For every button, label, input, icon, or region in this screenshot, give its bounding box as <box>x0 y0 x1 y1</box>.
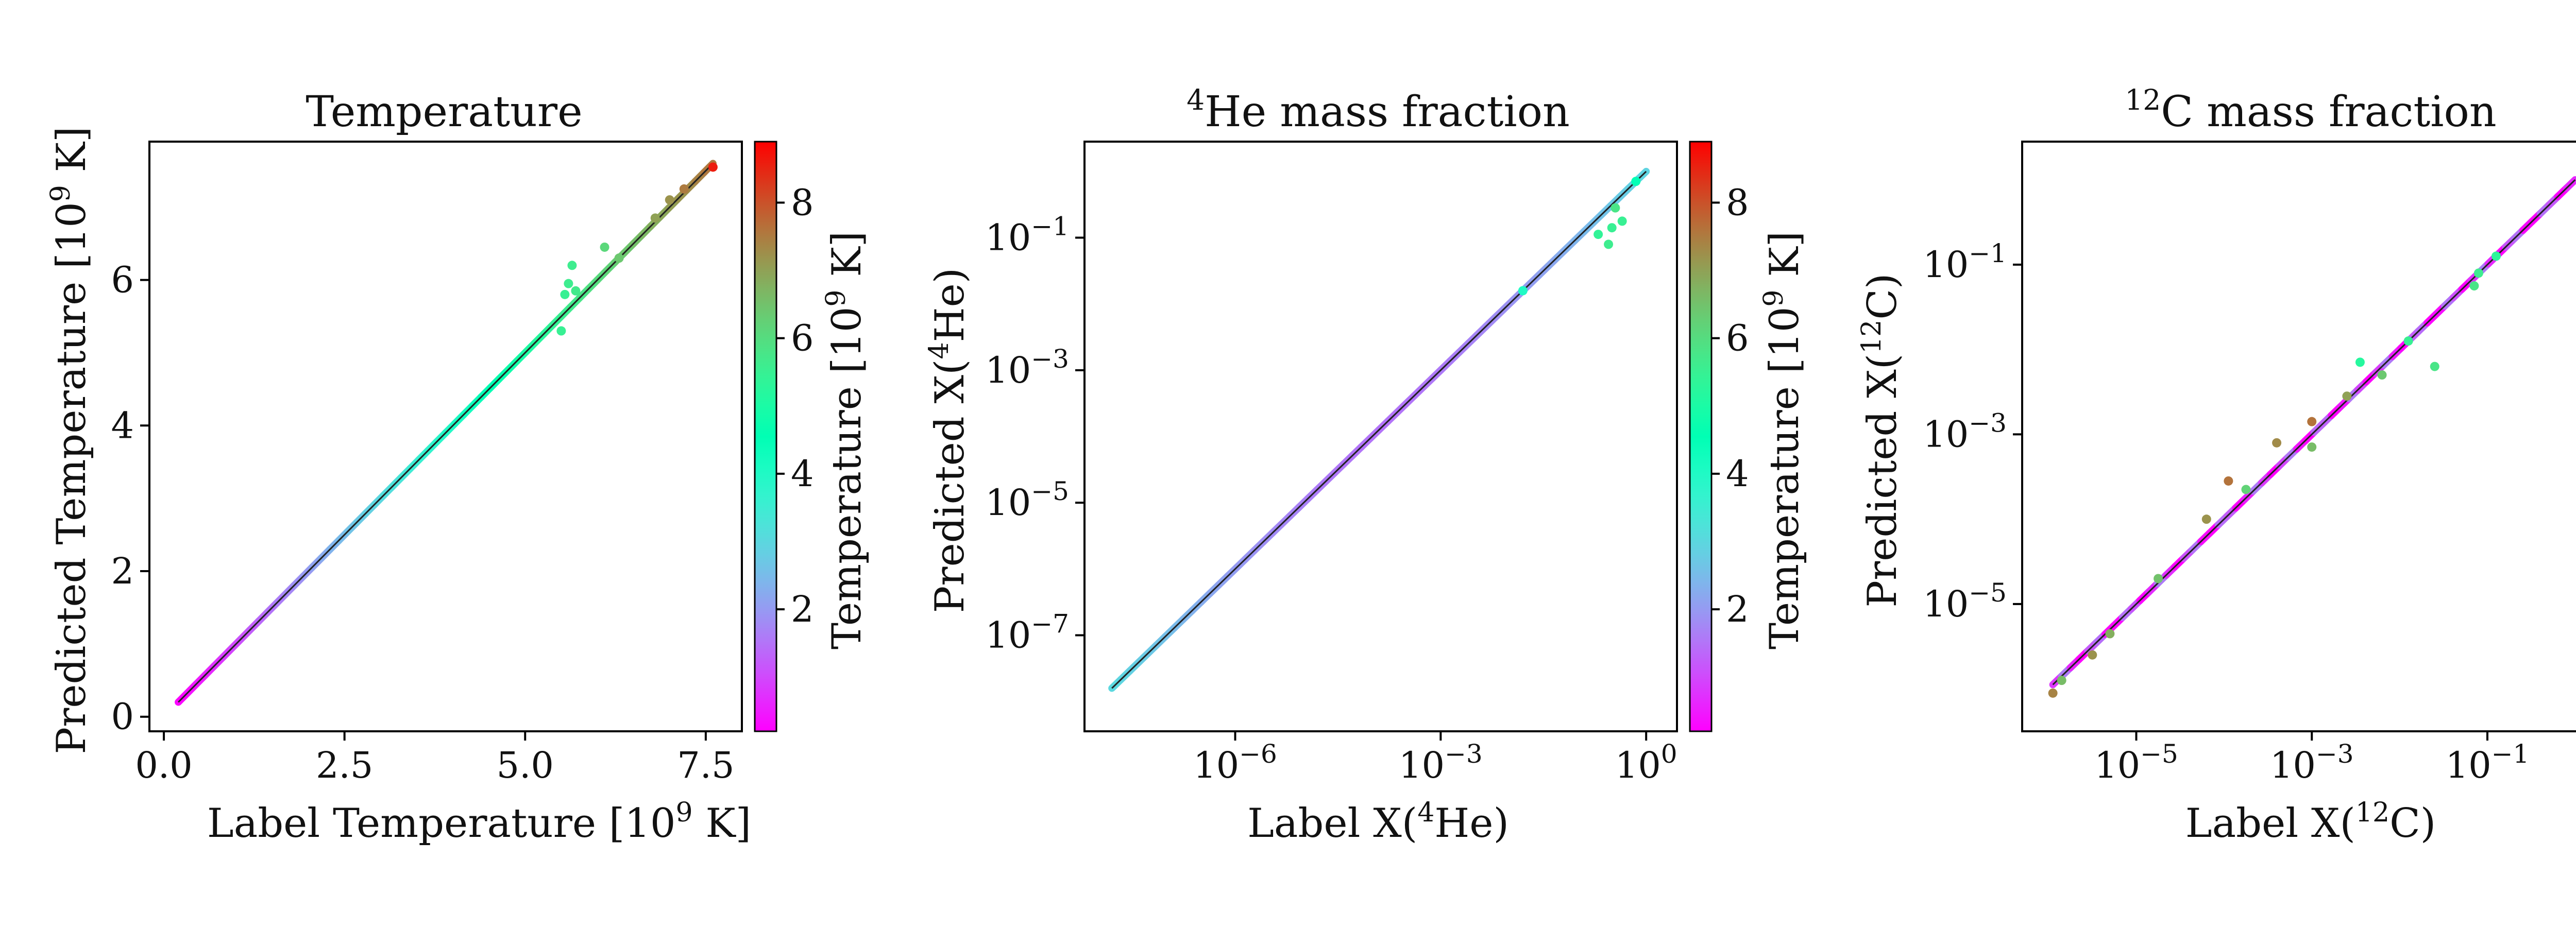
colorbar-gradient <box>754 141 777 732</box>
data-point <box>2057 676 2066 685</box>
x-tick-label: 2.5 <box>316 744 373 786</box>
data-point <box>1604 239 1614 249</box>
data-point <box>650 213 660 223</box>
y-tick-label: 10−1 <box>1923 238 2007 286</box>
y-tick-label: 10−1 <box>985 212 1069 259</box>
colorbar-tick-label: 8 <box>1726 181 1749 224</box>
data-point <box>560 289 570 299</box>
panel-helium: 4He mass fraction 10−6 10−3 10010−710−510−… <box>924 83 1808 847</box>
data-point <box>1518 286 1528 296</box>
y-tick-label: 6 <box>111 259 134 301</box>
panel-3-x-axis-label: Label X(12C) <box>2185 797 2436 847</box>
axes-frame <box>148 141 743 732</box>
x-tick-label: 5.0 <box>497 744 554 786</box>
data-point <box>2430 362 2439 371</box>
colorbar-tick-label: 2 <box>1726 588 1749 630</box>
x-tick-label: 10−3 <box>1399 739 1483 786</box>
x-tick-label: 10−6 <box>1193 739 1277 786</box>
panel-carbon: 12C mass fraction 10−5 10−3 10−110−510−310… <box>1856 83 2576 847</box>
panel-1-x-axis-label: Label Temperature [109 K] <box>207 797 751 847</box>
data-point <box>2469 281 2479 291</box>
reference-line <box>1111 170 1647 689</box>
data-point <box>2154 574 2163 583</box>
colorbar-tick-label: 4 <box>791 453 814 495</box>
plot-contents <box>175 160 718 706</box>
colorbar-gradient <box>1689 141 1713 732</box>
y-tick-label: 0 <box>111 696 134 738</box>
x-tick-label: 10−3 <box>2270 739 2354 786</box>
data-point <box>614 253 624 263</box>
x-tick-label: 0.0 <box>135 744 192 786</box>
panel-temperature: Temperature 0.0 2.5 5.0 7.5 0 2 4 6 Label Tempe… <box>45 88 870 847</box>
axes-frame <box>1083 141 1678 732</box>
data-point <box>2473 268 2483 278</box>
y-tick-label: 10−3 <box>1923 408 2007 455</box>
data-point <box>1617 216 1627 226</box>
panel-1-title: Temperature <box>306 88 582 136</box>
colorbar-tick-label: 4 <box>1726 453 1749 495</box>
reference-line <box>178 163 714 703</box>
colorbar-tick-label: 2 <box>791 588 814 630</box>
y-tick-label: 10−5 <box>1923 578 2007 625</box>
data-point <box>708 162 718 172</box>
data-point <box>2048 688 2058 698</box>
panel-3-y-axis-label: Predicted X(12C) <box>1856 273 1906 608</box>
data-point <box>2224 476 2233 486</box>
data-point <box>2307 442 2317 452</box>
panel-1-y-axis-label: Predicted Temperature [109 K] <box>45 127 95 754</box>
data-point <box>2377 370 2387 380</box>
colorbar-tick-label: 8 <box>791 181 814 224</box>
panel-3-title: 12C mass fraction <box>2125 83 2496 136</box>
y-tick-label: 10−5 <box>985 476 1069 524</box>
data-point <box>1611 203 1620 213</box>
panel-2-plot-area: 10−6 10−3 100 10−7 10−5 10−3 10−1 <box>985 141 1678 786</box>
panel-3-plot-area: 10−5 10−3 10−1 10−5 10−3 10−1 <box>1923 141 2576 786</box>
y-tick-label: 4 <box>111 404 134 447</box>
data-point <box>1607 223 1617 233</box>
data-point <box>665 195 674 205</box>
data-point <box>2272 438 2282 448</box>
data-point <box>1631 177 1641 186</box>
panel-2-y-axis-label: Predicted X(4He) <box>924 268 973 613</box>
data-point <box>2088 650 2097 660</box>
data-point <box>2241 485 2251 494</box>
data-point <box>567 261 577 270</box>
data-point <box>600 242 609 252</box>
plot-contents <box>2048 176 2576 698</box>
data-point <box>2342 391 2352 401</box>
x-tick-label: 10−1 <box>2446 739 2530 786</box>
y-tick-label: 10−7 <box>985 609 1069 656</box>
data-point <box>571 286 581 296</box>
data-point <box>2492 251 2501 261</box>
panel-2-x-axis-label: Label X(4He) <box>1247 797 1509 847</box>
axes-frame <box>2021 141 2576 732</box>
y-tick-label: 10−3 <box>985 344 1069 391</box>
panel-1-colorbar-label: Temperature [109 K] <box>821 231 870 649</box>
x-tick-label: 10−5 <box>2094 739 2178 786</box>
data-point <box>679 184 689 194</box>
data-point <box>1594 230 1603 239</box>
y-tick-label: 2 <box>111 550 134 592</box>
x-tick-label: 100 <box>1615 739 1677 786</box>
data-point <box>2403 336 2413 346</box>
data-point <box>2201 514 2211 524</box>
colorbar-tick-label: 6 <box>791 317 814 359</box>
colorbar-tick-label: 6 <box>1726 317 1749 359</box>
x-tick-label: 7.5 <box>677 744 734 786</box>
data-point <box>2355 357 2365 367</box>
data-point <box>2105 629 2115 639</box>
panel-2-title: 4He mass fraction <box>1187 83 1570 136</box>
reference-line <box>2052 179 2576 685</box>
panel-2-colorbar-label: Temperature [109 K] <box>1758 231 1808 649</box>
panel-2-colorbar: 2 4 6 8 <box>1689 141 1749 732</box>
panel-1-colorbar: 2 4 6 8 <box>754 141 814 732</box>
data-point <box>564 279 573 288</box>
panel-1-plot-area: 0.0 2.5 5.0 7.5 0 2 4 6 <box>111 141 743 786</box>
data-point <box>2307 417 2317 426</box>
plot-contents <box>1108 167 1650 692</box>
data-point <box>556 326 566 336</box>
